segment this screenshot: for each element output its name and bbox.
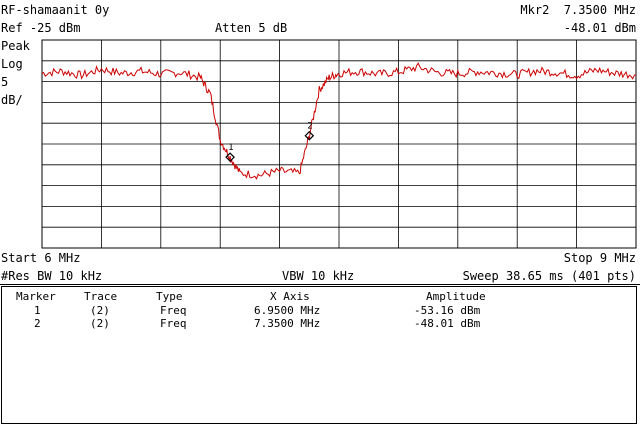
col-header-type: Type [156, 290, 183, 303]
spectrum-plot[interactable]: 12 [0, 0, 640, 270]
marker-label-2: 2 [307, 122, 312, 132]
marker-amplitude: -48.01 dBm [414, 317, 481, 330]
scale-unit: dB/ [1, 93, 23, 107]
active-marker-amplitude: -48.01 dBm [563, 21, 636, 35]
active-marker-frequency: Mkr2 7.3500 MHz [520, 3, 636, 17]
marker-type: Freq [160, 317, 187, 330]
marker-table: Marker Trace Type X Axis Amplitude 1 (2)… [1, 286, 637, 424]
marker-number: 2 [34, 317, 41, 330]
col-header-trace: Trace [84, 290, 118, 303]
marker-trace: (2) [90, 317, 110, 330]
video-bandwidth: VBW 10 kHz [282, 269, 355, 283]
trace-layer [41, 62, 637, 180]
scale-value: 5 [1, 75, 9, 89]
detector-mode: Peak [1, 39, 30, 53]
marker-number: 1 [34, 304, 41, 317]
marker-trace: (2) [90, 304, 110, 317]
marker-label-1: 1 [228, 143, 233, 153]
trace-line-1 [41, 62, 637, 180]
marker-x-value: 6.9500 MHz [254, 304, 321, 317]
resolution-bandwidth: #Res BW 10 kHz [1, 269, 103, 283]
marker-layer: 12 [225, 122, 315, 162]
marker-x-value: 7.3500 MHz [254, 317, 321, 330]
scale-type: Log [1, 57, 23, 71]
col-header-amplitude: Amplitude [426, 290, 486, 303]
marker-diamond-1 [225, 152, 235, 162]
start-frequency: Start 6 MHz [1, 251, 81, 265]
marker-amplitude: -53.16 dBm [414, 304, 481, 317]
instrument-title: RF-shamaanit 0y [1, 3, 110, 17]
sweep-time: Sweep 38.65 ms (401 pts) [462, 269, 636, 283]
divider [0, 284, 640, 285]
marker-diamond-2 [304, 130, 315, 141]
col-header-x-axis: X Axis [270, 290, 310, 303]
col-header-marker: Marker [16, 290, 56, 303]
attenuation: Atten 5 dB [215, 21, 288, 35]
plot-grid [41, 39, 637, 249]
marker-type: Freq [160, 304, 187, 317]
reference-level: Ref -25 dBm [1, 21, 81, 35]
stop-frequency: Stop 9 MHz [563, 251, 636, 265]
